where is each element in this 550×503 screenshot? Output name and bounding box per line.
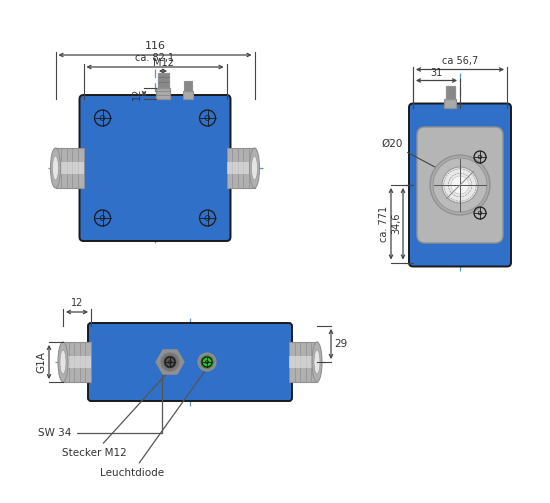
Bar: [156, 88, 170, 99]
Text: ca 56,7: ca 56,7: [442, 55, 478, 65]
Text: 116: 116: [145, 41, 166, 51]
Text: Leuchtdiode: Leuchtdiode: [100, 370, 205, 478]
Bar: [289, 342, 317, 382]
Circle shape: [164, 356, 176, 368]
Bar: [289, 356, 317, 368]
Bar: [63, 342, 91, 382]
Circle shape: [198, 353, 216, 371]
Text: 29: 29: [334, 339, 347, 349]
Ellipse shape: [314, 350, 320, 374]
Text: ca. 771: ca. 771: [379, 206, 389, 242]
FancyBboxPatch shape: [409, 104, 511, 267]
Bar: [227, 148, 255, 188]
Text: Ø20: Ø20: [381, 139, 448, 174]
Text: SW 34: SW 34: [38, 370, 162, 438]
FancyBboxPatch shape: [80, 95, 230, 241]
Ellipse shape: [312, 342, 322, 382]
Circle shape: [433, 158, 487, 212]
FancyBboxPatch shape: [417, 127, 503, 243]
Bar: [63, 356, 91, 368]
Text: 31: 31: [430, 67, 443, 77]
Circle shape: [451, 176, 469, 194]
Ellipse shape: [52, 156, 58, 180]
Text: 34,6: 34,6: [391, 213, 401, 234]
Text: 12: 12: [71, 298, 83, 308]
Ellipse shape: [60, 350, 66, 374]
Circle shape: [430, 155, 490, 215]
Ellipse shape: [250, 148, 260, 188]
Bar: [183, 91, 193, 99]
Ellipse shape: [51, 148, 60, 188]
Text: Stecker M12: Stecker M12: [62, 372, 168, 458]
Bar: [157, 73, 168, 88]
Circle shape: [442, 167, 478, 203]
Bar: [56, 148, 84, 188]
Ellipse shape: [251, 156, 257, 180]
Bar: [444, 99, 456, 108]
Circle shape: [201, 356, 213, 368]
Bar: [56, 162, 84, 174]
Bar: [446, 86, 454, 99]
Bar: [184, 81, 192, 91]
Text: ca. 82,1: ca. 82,1: [135, 53, 174, 63]
FancyBboxPatch shape: [88, 323, 292, 401]
Text: 12: 12: [132, 88, 142, 100]
Circle shape: [160, 352, 180, 372]
Text: M12: M12: [152, 58, 173, 68]
Text: G1A: G1A: [36, 351, 46, 373]
Bar: [227, 162, 255, 174]
Ellipse shape: [58, 342, 68, 382]
